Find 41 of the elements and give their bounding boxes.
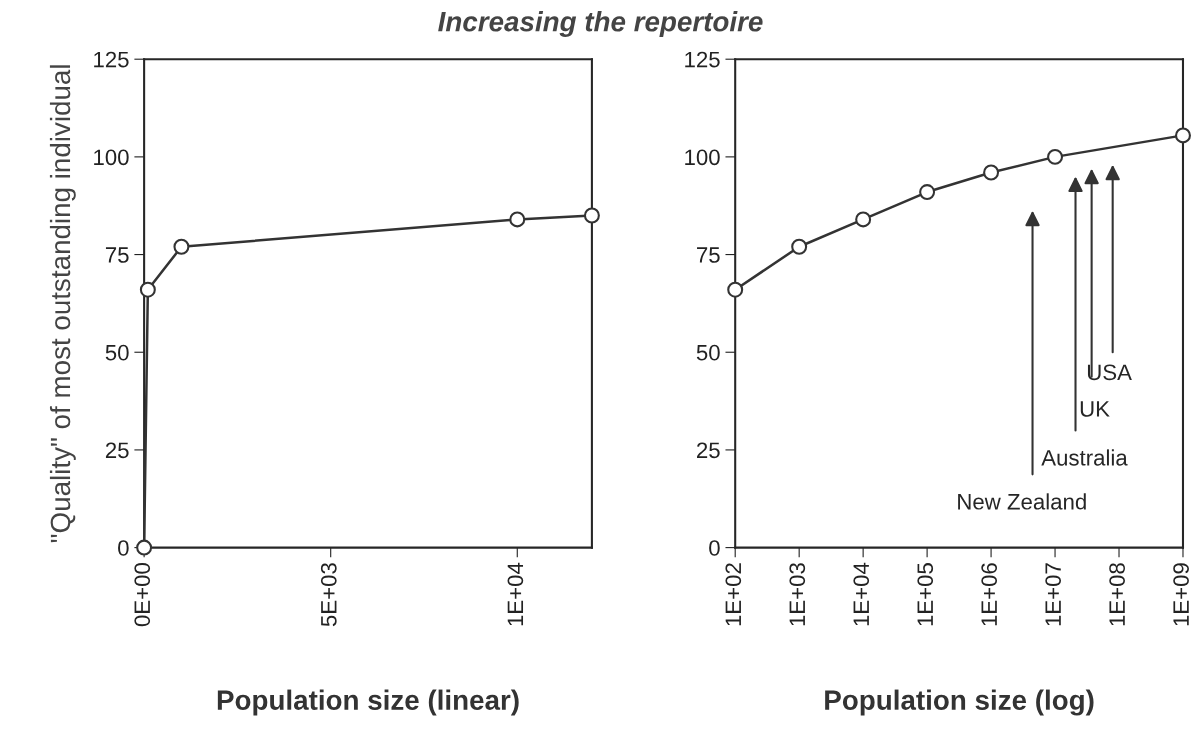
x-tick-label: 1E+04 <box>507 562 524 626</box>
x-tick-label: 1E+09 <box>1173 563 1189 626</box>
y-tick-label: 50 <box>696 344 720 361</box>
point <box>983 164 1000 181</box>
point <box>727 281 744 298</box>
y-tick-label: 100 <box>685 149 720 166</box>
x-tick-label: 5E+03 <box>320 563 337 627</box>
annotation: UK <box>1080 401 1110 417</box>
point <box>1047 148 1064 165</box>
point <box>855 211 872 228</box>
y-tick-label: 75 <box>697 247 720 263</box>
y-axis-title: "Quality" of most outstanding individual <box>49 65 76 543</box>
point <box>583 207 600 224</box>
y-tick-label: 125 <box>94 51 129 68</box>
x-axis-title: Population size (linear) <box>217 689 519 716</box>
point <box>173 238 190 255</box>
point <box>919 184 936 201</box>
x-tick-label: 1E+07 <box>1045 563 1062 626</box>
x-tick-label: 1E+08 <box>1109 563 1125 626</box>
point <box>509 211 526 228</box>
x-tick-label: 1E+06 <box>981 563 998 626</box>
x-tick-label: 0E+00 <box>134 563 151 627</box>
y-tick-label: 75 <box>105 247 129 263</box>
y-tick-label: 125 <box>685 51 720 68</box>
point <box>139 281 156 298</box>
x-axis-title: Population size (log) <box>825 689 1094 716</box>
annotation: Australia <box>1041 449 1128 466</box>
point <box>791 238 808 255</box>
chart-title: Increasing the repertoire <box>438 11 763 37</box>
y-tick-label: 50 <box>105 344 129 361</box>
y-tick-label: 0 <box>709 540 720 556</box>
y-tick-label: 0 <box>118 540 129 556</box>
point <box>136 539 153 556</box>
x-tick-label: 1E+04 <box>853 562 870 626</box>
x-tick-label: 1E+03 <box>789 563 806 626</box>
y-tick-label: 25 <box>105 442 129 459</box>
y-tick-label: 100 <box>94 149 129 166</box>
x-tick-label: 1E+05 <box>917 563 934 626</box>
y-tick-label: 25 <box>697 442 720 459</box>
x-tick-label: 1E+02 <box>725 563 742 626</box>
annotation: New Zealand <box>958 493 1086 510</box>
